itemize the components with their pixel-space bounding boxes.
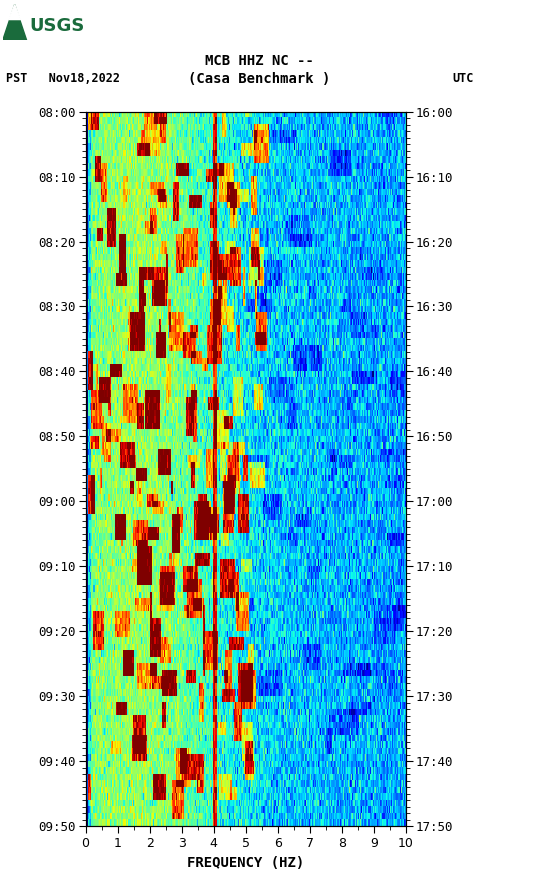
Text: UTC: UTC bbox=[453, 72, 474, 85]
Polygon shape bbox=[9, 4, 20, 20]
X-axis label: FREQUENCY (HZ): FREQUENCY (HZ) bbox=[187, 855, 304, 870]
Polygon shape bbox=[3, 4, 26, 40]
Text: (Casa Benchmark ): (Casa Benchmark ) bbox=[188, 71, 331, 86]
Text: PST   Nov18,2022: PST Nov18,2022 bbox=[6, 72, 120, 85]
Text: MCB HHZ NC --: MCB HHZ NC -- bbox=[205, 54, 314, 68]
Text: USGS: USGS bbox=[29, 17, 84, 35]
